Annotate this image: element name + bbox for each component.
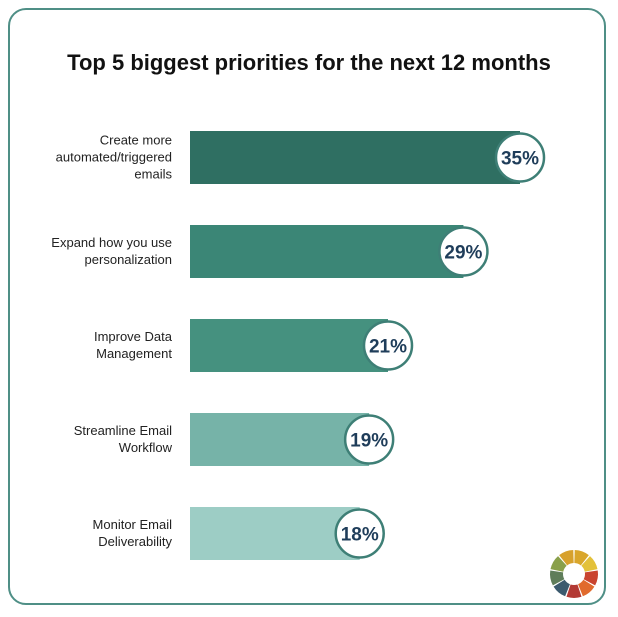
value-label-2: 29% [444,243,482,264]
logo-segment [553,579,570,597]
value-badge-3 [362,320,414,371]
logo-segment [566,584,582,598]
bar-5 [190,507,360,560]
brand-logo-icon [550,550,598,598]
logo-segment [559,550,574,566]
logo-segment [550,556,567,572]
value-badge-1 [494,132,546,183]
value-badge-5 [334,508,385,559]
value-label-5: 18% [341,525,379,546]
bar-3 [190,319,388,372]
chart-card [8,8,606,605]
value-badge-4 [343,414,395,465]
logo-segment [574,550,589,566]
logo-segment [550,570,565,586]
category-label-2: Expand how you use personalization [51,235,172,267]
category-label-1: Create more automated/triggered emails [56,133,173,182]
category-label-4: Streamline Email Workflow [74,423,173,455]
value-label-1: 35% [501,149,539,170]
bar-4 [190,413,370,466]
category-label-5: Monitor Email Deliverability [93,517,173,549]
bar-2 [190,225,464,278]
value-label-4: 19% [350,431,388,452]
logo-segment [581,556,598,572]
bar-1 [190,131,520,184]
value-label-3: 21% [369,337,407,358]
category-label-3: Improve Data Management [94,329,173,361]
logo-segment [578,579,595,597]
chart-title: Top 5 biggest priorities for the next 12… [67,50,551,75]
value-badge-2 [438,226,489,277]
logo-segment [583,570,598,586]
